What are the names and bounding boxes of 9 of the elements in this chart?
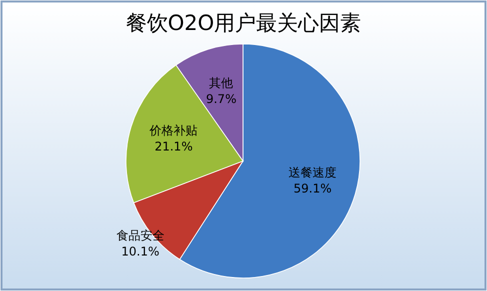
slice-label: 送餐速度 [288,165,337,180]
slice-label: 食品安全 [116,228,164,242]
data-label: 21.1% [154,140,193,154]
data-label: 59.1% [294,181,332,196]
data-label: 10.1% [121,244,160,258]
slice-label: 其他 [209,76,234,90]
chart-title: 餐饮O2O用户最关心因素 [126,11,362,35]
data-label: 9.7% [206,92,236,106]
slice-label: 价格补贴 [148,124,198,138]
